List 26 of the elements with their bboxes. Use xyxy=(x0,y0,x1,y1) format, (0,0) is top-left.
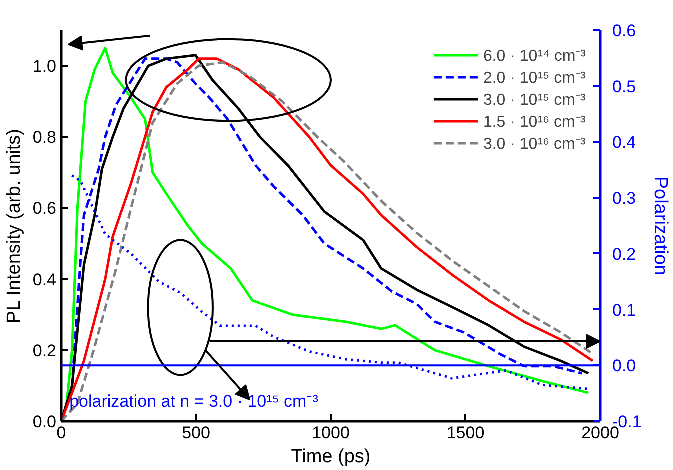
x-tick-label: 1500 xyxy=(446,424,485,442)
y-tick-label: 1.0 xyxy=(32,57,57,76)
y2-tick-label: 0.2 xyxy=(612,244,636,264)
legend-label: 2.0 · 10¹⁵ cm⁻³ xyxy=(483,69,586,88)
legend-label: 3.0 · 10¹⁶ cm⁻³ xyxy=(483,135,586,154)
annotation: polarization at n = 3.0 · 10¹⁵ cm⁻³ xyxy=(70,392,319,411)
y2-tick-label: 0.6 xyxy=(612,22,636,40)
x-axis-title: Time (ps) xyxy=(291,446,371,468)
y2-tick-label: 0.5 xyxy=(612,77,636,96)
y2-tick-label: 0.0 xyxy=(612,356,636,376)
y-tick-label: 0.0 xyxy=(32,412,57,432)
legend-label: 1.5 · 10¹⁶ cm⁻³ xyxy=(483,113,586,132)
y2-axis-title: Polarization xyxy=(650,176,671,276)
y2-tick-label: 0.1 xyxy=(612,300,636,320)
x-tick-label: 500 xyxy=(182,424,210,442)
y-axis-title: PL Intensity (arb. units) xyxy=(4,129,25,324)
legend-label: 3.0 · 10¹⁵ cm⁻³ xyxy=(483,91,586,110)
legend-label: 6.0 · 10¹⁴ cm⁻³ xyxy=(483,47,586,66)
y2-tick-label: 0.3 xyxy=(612,189,636,208)
x-tick-label: 0 xyxy=(56,424,66,442)
y-tick-label: 0.8 xyxy=(32,128,57,148)
y2-tick-label: 0.4 xyxy=(612,133,636,152)
y-tick-label: 0.2 xyxy=(32,341,57,360)
x-tick-label: 1000 xyxy=(312,424,350,442)
y-tick-label: 0.6 xyxy=(32,199,57,218)
y-tick-label: 0.4 xyxy=(32,270,57,290)
